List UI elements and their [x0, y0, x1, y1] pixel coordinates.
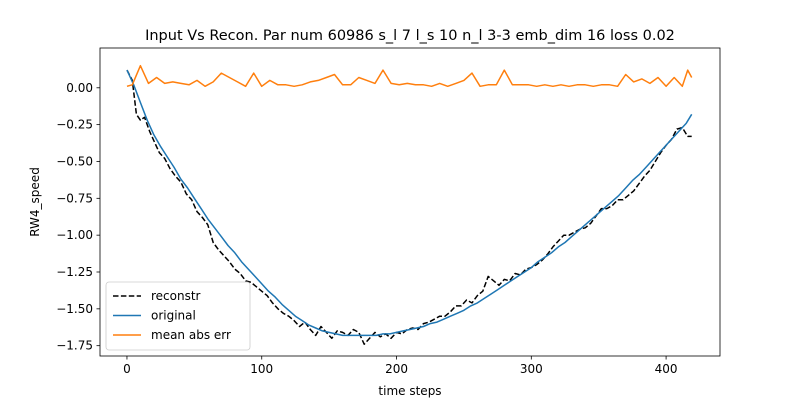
x-tick-label: 400 [655, 362, 678, 376]
x-tick-label: 100 [250, 362, 273, 376]
y-tick-label: 0.00 [66, 81, 93, 95]
y-tick-label: −1.50 [56, 302, 93, 316]
legend-box [105, 281, 251, 351]
y-tick-label: −0.50 [56, 154, 93, 168]
x-tick-label: 200 [385, 362, 408, 376]
x-axis: 0 100 200 300 400 [123, 356, 678, 376]
plot-frame [99, 47, 721, 357]
chart-title: Input Vs Recon. Par num 60986 s_l 7 l_s … [145, 28, 675, 44]
x-tick-label: 300 [520, 362, 543, 376]
y-tick-label: −0.25 [56, 118, 93, 132]
x-axis-label: time steps [378, 384, 441, 398]
y-axis: 0.00 −0.25 −0.50 −0.75 −1.00 −1.25 −1.50 −1.75 [56, 81, 100, 353]
y-axis-label: RW4_speed [28, 167, 42, 237]
series-line-0 [126, 69, 692, 345]
y-tick-label: −1.75 [56, 339, 93, 353]
legend-label: reconstr [151, 289, 201, 303]
series-line-1 [126, 69, 693, 337]
legend-label: mean abs err [151, 328, 231, 342]
legend: reconstr original mean abs err [105, 281, 251, 351]
series-layer [126, 64, 693, 345]
legend-label: original [151, 309, 196, 323]
y-tick-label: −0.75 [56, 191, 93, 205]
x-tick-label: 0 [123, 362, 131, 376]
y-tick-label: −1.25 [56, 265, 93, 279]
y-tick-label: −1.00 [56, 228, 93, 242]
series-line-2 [126, 64, 693, 88]
